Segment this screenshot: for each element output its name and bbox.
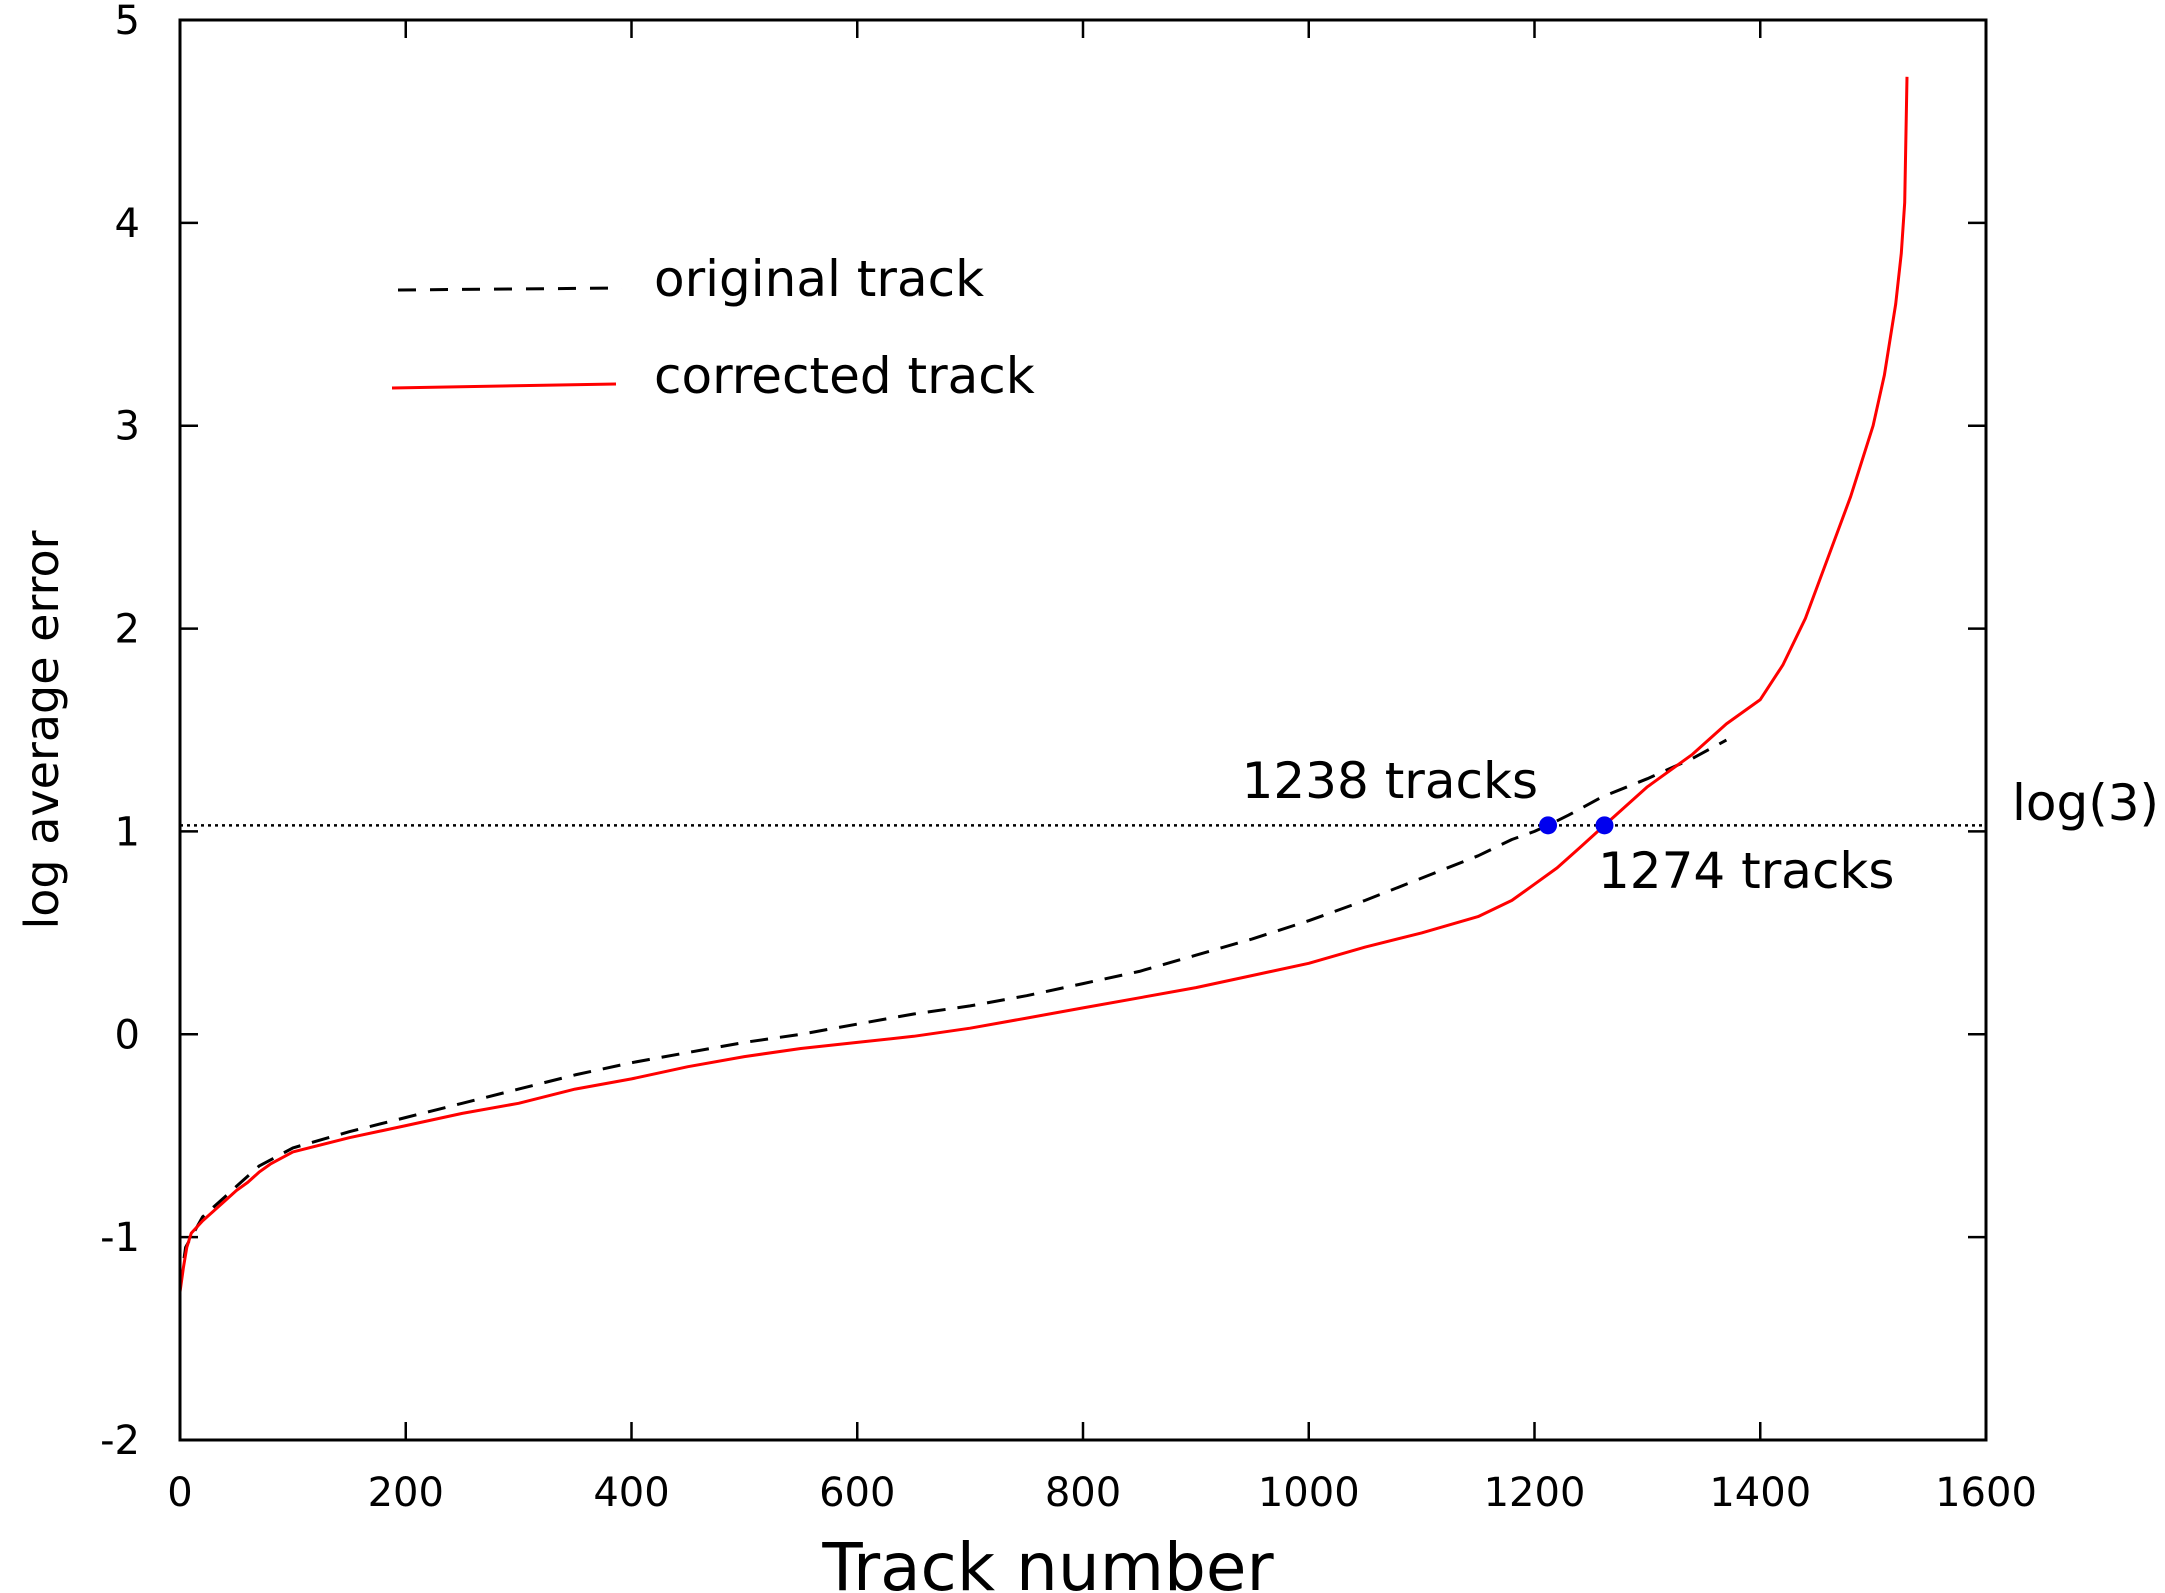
x-tick-label: 400 xyxy=(593,1470,669,1516)
legend-swatch-corrected-track xyxy=(391,382,617,390)
marker-point-0 xyxy=(1539,816,1558,835)
legend-swatch-original-track xyxy=(397,286,623,292)
legend-label-corrected-track: corrected track xyxy=(654,347,1035,405)
x-tick-label: 1000 xyxy=(1258,1470,1360,1516)
x-tick-label: 800 xyxy=(1045,1470,1121,1516)
y-tick-label: 1 xyxy=(115,809,140,855)
tick-labels: 0 200 400 600 800 1000 1200 1400 1600 -2 -1 0 1 2 3 4 5 xyxy=(100,0,2037,1516)
x-tick-label: 1200 xyxy=(1484,1470,1586,1516)
series-line-corrected-track xyxy=(178,76,1909,1293)
reference-line-label: log(3) xyxy=(2012,774,2159,832)
x-tick-label: 200 xyxy=(368,1470,444,1516)
marker-point-1 xyxy=(1595,816,1614,835)
series-line-original-track xyxy=(178,738,1728,1289)
y-tick-label: 4 xyxy=(115,201,140,247)
y-tick-label: -1 xyxy=(100,1215,140,1261)
legend-label-original-track: original track xyxy=(654,250,984,308)
y-tick-label: 2 xyxy=(115,607,140,653)
legend: original track corrected track xyxy=(391,250,1035,405)
y-axis-title: log average error xyxy=(15,530,69,929)
x-tick-label: 600 xyxy=(819,1470,895,1516)
series-group xyxy=(178,76,1909,1293)
plot-area-frame xyxy=(178,18,1988,1442)
marker-group xyxy=(1539,816,1614,835)
marker-label-1238-tracks: 1238 tracks xyxy=(1242,752,1538,810)
axis-ticks xyxy=(178,18,1988,1442)
y-tick-label: -2 xyxy=(100,1418,140,1464)
y-tick-label: 5 xyxy=(115,0,140,44)
y-tick-label: 0 xyxy=(115,1012,140,1058)
marker-label-1274-tracks: 1274 tracks xyxy=(1598,842,1894,900)
x-tick-label: 1600 xyxy=(1935,1470,2037,1516)
y-tick-label: 3 xyxy=(115,404,140,450)
x-axis-title: Track number xyxy=(821,1529,1274,1593)
x-tick-label: 1400 xyxy=(1709,1470,1811,1516)
x-tick-label: 0 xyxy=(167,1470,192,1516)
